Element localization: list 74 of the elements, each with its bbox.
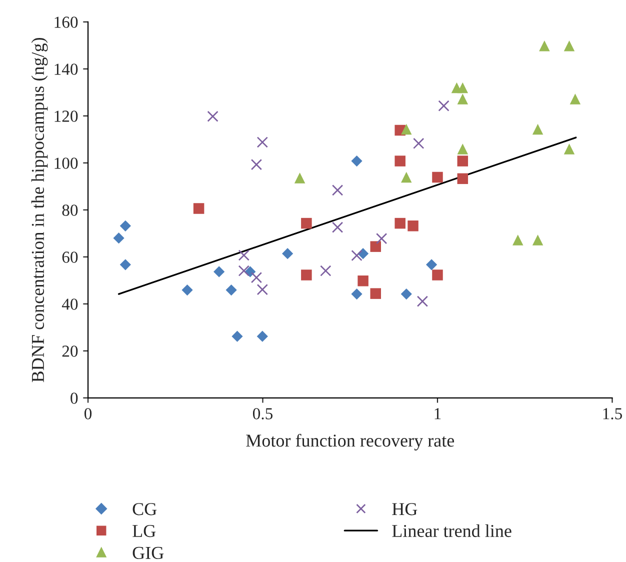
- point: [432, 172, 443, 183]
- x-tick-label: 0.5: [252, 408, 273, 420]
- point: [226, 284, 237, 296]
- point: [238, 250, 250, 261]
- point: [512, 234, 524, 246]
- point: [408, 220, 418, 232]
- point: [332, 184, 344, 196]
- point: [564, 40, 575, 52]
- legend-label: CG: [132, 503, 157, 516]
- x-axis-title: Motor function recovery rate: [246, 434, 454, 450]
- point: [332, 222, 344, 233]
- point: [256, 136, 268, 148]
- point: [376, 232, 388, 244]
- point: [238, 265, 250, 276]
- y-tick-label: 20: [62, 346, 78, 357]
- point: [358, 275, 368, 286]
- point: [282, 248, 294, 260]
- point: [457, 173, 468, 184]
- point: [256, 284, 268, 296]
- point: [113, 232, 124, 244]
- point: [193, 203, 204, 214]
- legend-label: GIG: [132, 546, 164, 559]
- y-tick-label: 0: [70, 392, 78, 404]
- point: [214, 266, 225, 278]
- point: [351, 155, 362, 167]
- y-tick-label: 160: [54, 16, 78, 28]
- point: [413, 138, 424, 150]
- point: [532, 124, 544, 135]
- point: [457, 82, 468, 94]
- point: [401, 124, 412, 135]
- point: [320, 265, 332, 276]
- y-tick-label: 60: [62, 252, 78, 263]
- x-tick-label: 1.5: [603, 408, 622, 420]
- point: [120, 220, 131, 232]
- x-tick-label: 0: [84, 408, 92, 420]
- y-tick-label: 140: [54, 64, 78, 75]
- point: [394, 218, 406, 229]
- point: [401, 172, 412, 183]
- legend-label: LG: [132, 524, 156, 538]
- point: [250, 158, 262, 170]
- y-tick-label: 100: [54, 158, 78, 169]
- point: [256, 330, 268, 342]
- y-tick-label: 80: [62, 204, 78, 216]
- point: [294, 172, 306, 184]
- point: [232, 330, 243, 342]
- point: [250, 272, 262, 284]
- point: [570, 94, 581, 104]
- point: [182, 284, 193, 296]
- point: [207, 110, 218, 122]
- point: [532, 234, 544, 246]
- legend-label: HG: [392, 503, 418, 516]
- point: [370, 288, 382, 299]
- point: [457, 94, 468, 104]
- point: [301, 218, 312, 229]
- point: [351, 288, 362, 300]
- point: [457, 144, 468, 154]
- point: [457, 156, 468, 166]
- point: [370, 241, 382, 252]
- point: [351, 250, 362, 262]
- y-tick-label: 120: [54, 110, 78, 122]
- legend-label: Linear trend line: [392, 524, 512, 538]
- point: [564, 144, 575, 154]
- point: [400, 288, 412, 300]
- point: [438, 100, 450, 112]
- point: [416, 296, 428, 307]
- point: [539, 40, 550, 52]
- point: [432, 270, 443, 280]
- point: [120, 259, 131, 270]
- y-axis-title: BDNF concentration in the hippocampus (ng/g): [31, 38, 48, 382]
- point: [301, 270, 312, 280]
- point: [426, 259, 438, 270]
- point: [394, 156, 406, 166]
- x-tick-label: 1: [434, 408, 441, 420]
- y-tick-label: 40: [62, 298, 78, 310]
